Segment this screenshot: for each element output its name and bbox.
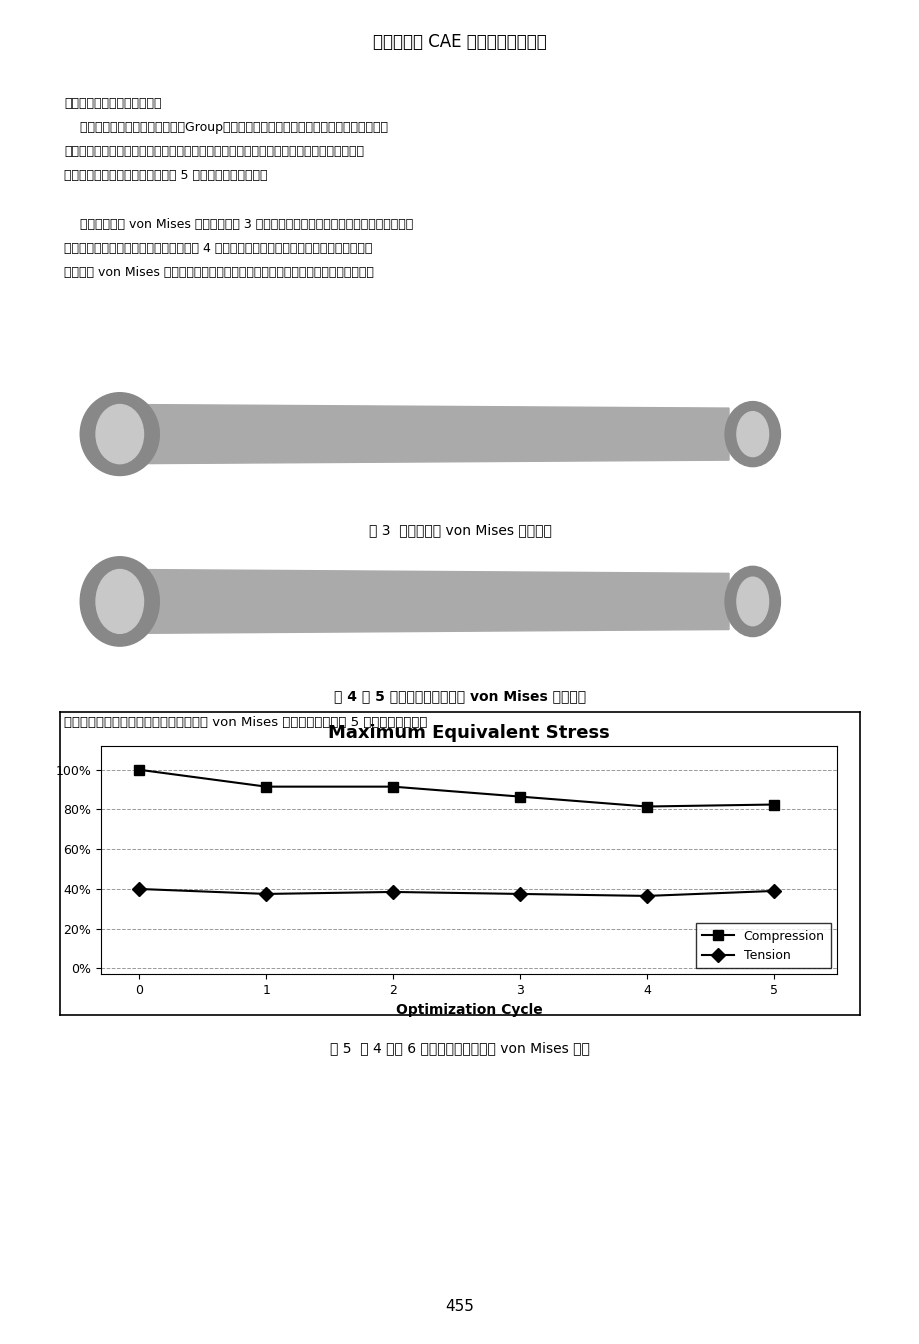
Compression (133, 762, 144, 778)
Text: 第二届中国 CAE 工程分析技术年会: 第二届中国 CAE 工程分析技术年会 (373, 34, 546, 51)
Text: 最优化过程中在拉伸与压缩载荷下的最大 von Mises 应力变化趋势如图 5 所示。可以看出，: 最优化过程中在拉伸与压缩载荷下的最大 von Mises 应力变化趋势如图 5 … (64, 716, 427, 730)
Text: 455: 455 (445, 1298, 474, 1314)
Ellipse shape (736, 411, 767, 457)
Legend: Compression, Tension: Compression, Tension (696, 923, 830, 968)
Tension (641, 888, 652, 905)
Ellipse shape (80, 392, 159, 476)
Ellipse shape (96, 570, 143, 633)
Text: 显的由压缩载荷引起的应力集中现象。图 4 显示了经过五个最优化迭代循环后的修正设计方: 显的由压缩载荷引起的应力集中现象。图 4 显示了经过五个最优化迭代循环后的修正设… (64, 242, 372, 255)
Text: 图 3  初始设计的 von Mises 应力分布: 图 3 初始设计的 von Mises 应力分布 (369, 523, 550, 536)
Compression (387, 778, 398, 794)
Tension (260, 886, 271, 902)
Text: 图 4 在 5 个优化设计循环后的 von Mises 应力分布: 图 4 在 5 个优化设计循环后的 von Mises 应力分布 (334, 689, 585, 703)
Ellipse shape (80, 556, 159, 646)
Tension (514, 886, 525, 902)
Polygon shape (135, 405, 728, 464)
Tension (767, 883, 778, 899)
Compression (767, 797, 778, 813)
Text: 的网格划分体系。整个优化过程在 5 个迭代循环后即终止。: 的网格划分体系。整个优化过程在 5 个迭代循环后即终止。 (64, 169, 267, 183)
Text: 案的最大 von Mises 应力分布。可以明显看出设计区域内的应力分布趋于均衡合理。: 案的最大 von Mises 应力分布。可以明显看出设计区域内的应力分布趋于均衡… (64, 266, 374, 280)
Compression (641, 798, 652, 814)
Text: 发动机提供足够的强度裕度。: 发动机提供足够的强度裕度。 (64, 97, 162, 110)
Ellipse shape (96, 405, 143, 464)
Ellipse shape (724, 566, 779, 637)
X-axis label: Optimization Cycle: Optimization Cycle (395, 1003, 542, 1016)
Tension (133, 880, 144, 896)
Compression (260, 778, 271, 794)
Text: 图 5  第 4 和第 6 步中设计区域的最大 von Mises 应力: 图 5 第 4 和第 6 步中设计区域的最大 von Mises 应力 (330, 1042, 589, 1055)
Compression (514, 789, 525, 805)
Line: Tension: Tension (134, 884, 777, 900)
Ellipse shape (736, 577, 767, 626)
Line: Compression: Compression (134, 765, 777, 812)
Text: 优化前的最大 von Mises 应力分布如图 3 所示。在曲轴附近的内轮廓线上可以看到较为明: 优化前的最大 von Mises 应力分布如图 3 所示。在曲轴附近的内轮廓线上… (64, 218, 414, 231)
Text: 优化区域选为通过一个节点群（Group）定义的所有内轮廓线上的节点。连杆上的单元定: 优化区域选为通过一个节点群（Group）定义的所有内轮廓线上的节点。连杆上的单元… (64, 121, 388, 134)
Title: Maximum Equivalent Stress: Maximum Equivalent Stress (328, 723, 609, 742)
Polygon shape (135, 570, 728, 633)
Ellipse shape (724, 402, 779, 466)
Tension (387, 884, 398, 900)
Text: 义为网格自适应平滑化区域，以此来保证涉及区域的节点位置被修正后仍然会是一个高质量: 义为网格自适应平滑化区域，以此来保证涉及区域的节点位置被修正后仍然会是一个高质量 (64, 145, 364, 159)
